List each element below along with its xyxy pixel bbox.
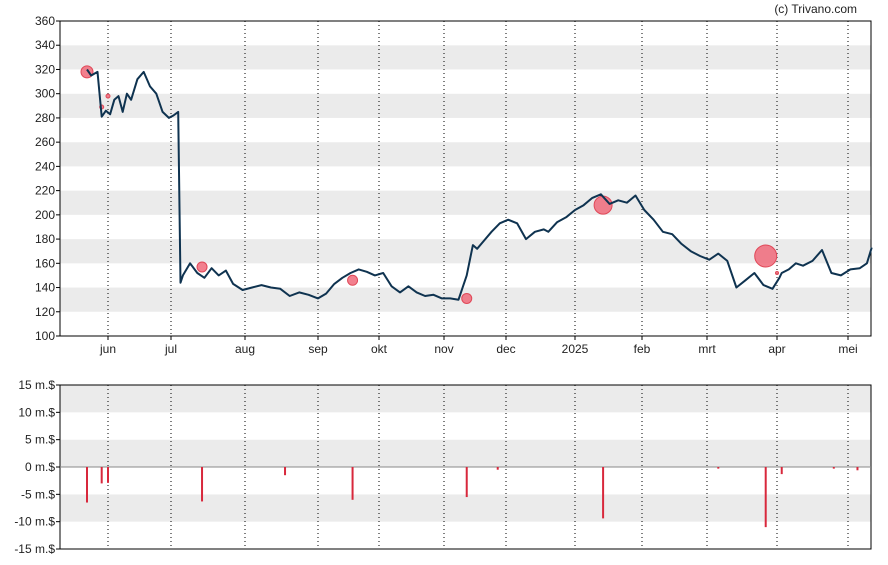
transaction-marker (775, 271, 779, 275)
price-band-grey (60, 142, 871, 167)
price-xtick-label: 2025 (562, 342, 589, 356)
transaction-bar (465, 467, 468, 498)
price-band-white (60, 117, 871, 143)
price-xtick-label: aug (235, 342, 255, 356)
price-ytick-label: 340 (35, 38, 55, 52)
transaction-bar (284, 467, 287, 476)
price-xtick-label: nov (434, 342, 453, 356)
price-band-grey (60, 93, 871, 118)
volume-ytick-label: 15 m.$ (18, 378, 55, 392)
volume-band-white (60, 521, 871, 549)
price-frame (59, 20, 872, 337)
price-band-white (60, 69, 871, 94)
price-band-white (60, 21, 871, 46)
transaction-marker (347, 274, 359, 286)
price-ytick-label: 320 (35, 62, 55, 76)
price-ytick-label: 100 (35, 329, 55, 343)
price-band-grey (60, 190, 871, 215)
price-ytick-label: 180 (35, 232, 55, 246)
transaction-bar (100, 467, 103, 484)
price-ytick-label: 240 (35, 159, 55, 173)
price-band-white (60, 263, 871, 288)
transaction-bar (86, 467, 88, 503)
price-band-white (60, 166, 871, 191)
transaction-marker (461, 292, 473, 304)
price-ytick-label: 140 (35, 281, 55, 295)
transaction-bar (717, 467, 720, 469)
price-band-grey (60, 45, 871, 70)
volume-ytick-label: -10 m.$ (14, 515, 55, 529)
price-ytick-label: 160 (35, 256, 55, 270)
transaction-marker (754, 244, 778, 268)
volume-band-grey (60, 385, 871, 413)
volume-band-grey (60, 439, 871, 467)
transaction-marker (105, 93, 111, 99)
volume-ytick-label: 10 m.$ (18, 405, 55, 419)
volume-ytick-label: 5 m.$ (25, 433, 55, 447)
price-xtick-label: feb (634, 342, 651, 356)
price-line (86, 68, 873, 301)
price-ytick-label: 220 (35, 184, 55, 198)
price-chart-panel: 100 120 140 160 180 200 220 240 260 280 300 320 340 3… (35, 14, 873, 356)
transaction-bar (602, 467, 605, 519)
volume-ytick-label: -15 m.$ (14, 542, 55, 556)
transactions-bar-panel: -15 m.$ -10 m.$ -5 m.$ 0 m.$ 5 m.$ 10 m.$ 15 m… (14, 378, 872, 556)
price-ytick-label: 120 (35, 305, 55, 319)
price-xtick-label: jun (99, 342, 116, 356)
price-xtick-label: okt (371, 342, 388, 356)
volume-band-white (60, 412, 871, 440)
price-xtick-label: mrt (698, 342, 716, 356)
volume-band-grey (60, 494, 871, 522)
volume-band-white (60, 467, 871, 495)
transaction-bar (764, 467, 767, 528)
transaction-bar (496, 467, 499, 470)
price-ytick-label: 260 (35, 135, 55, 149)
transaction-bar (107, 467, 109, 483)
transaction-bar (201, 467, 204, 502)
price-ytick-label: 300 (35, 87, 55, 101)
transaction-marker (196, 261, 208, 273)
price-ytick-label: 280 (35, 111, 55, 125)
transaction-bar (780, 467, 783, 475)
transaction-bar (832, 467, 835, 469)
price-ytick-label: 360 (35, 14, 55, 28)
credit-text: (c) Trivano.com (774, 2, 857, 16)
transaction-bar (856, 467, 859, 471)
transaction-marker (593, 195, 613, 215)
price-band-white (60, 311, 871, 336)
price-band-white (60, 214, 871, 240)
price-xtick-label: jul (164, 342, 177, 356)
price-band-grey (60, 239, 871, 264)
price-xtick-label: apr (768, 342, 785, 356)
price-ytick-label: 200 (35, 208, 55, 222)
price-xtick-label: mei (838, 342, 857, 356)
price-xtick-label: sep (308, 342, 328, 356)
volume-ytick-label: 0 m.$ (25, 460, 55, 474)
transaction-bar (351, 467, 354, 500)
price-xtick-label: dec (496, 342, 515, 356)
volume-ytick-label: -5 m.$ (21, 487, 55, 501)
